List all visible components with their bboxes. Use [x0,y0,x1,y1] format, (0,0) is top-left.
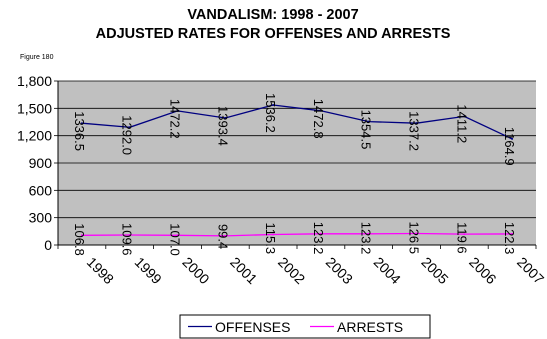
legend-label-offenses: OFFENSES [215,319,290,335]
data-labels: 1336.5 1292.0 1472.2 1393.4 1536.2 1472.8 1354… [72,93,517,256]
data-label: 106.8 [72,223,87,256]
data-point [128,126,131,129]
data-label: 1337.2 [407,111,422,151]
x-tick-label: 2001 [227,254,260,287]
legend-label-arrests: ARRESTS [337,319,403,335]
data-point [463,233,466,236]
data-point [80,122,83,125]
data-label: 115.3 [263,222,278,254]
data-point [367,120,370,123]
data-point [176,109,179,112]
data-label: 123.2 [311,222,326,255]
data-label: 107.0 [168,223,183,256]
y-tick-label: 1,500 [17,100,52,116]
x-tick-label: 2000 [179,254,212,287]
data-label: 1336.5 [72,111,87,151]
x-tick-label: 1998 [84,254,117,287]
data-point [224,117,227,120]
y-axis-ticks: 0 300 600 900 1,200 1,500 1,800 [17,73,58,253]
data-label: 1393.4 [215,106,230,146]
data-point [367,232,370,235]
data-label: 1354.5 [359,110,374,150]
data-label: 1536.2 [263,93,278,133]
data-label: 1472.8 [311,99,326,139]
data-point [224,234,227,237]
gridlines [58,80,536,219]
data-label: 126.5 [407,221,422,254]
data-label: 123.2 [359,222,374,255]
x-tick-label: 2007 [514,254,547,287]
series-line-arrests [81,232,513,237]
legend-box [179,314,431,339]
data-point [511,232,514,235]
x-tick-label: 2002 [275,254,308,287]
data-label: 1411.2 [454,104,469,143]
series-line-offenses [81,104,513,140]
y-tick-label: 900 [29,155,53,171]
y-tick-label: 1,800 [17,73,52,89]
data-label: 99.4 [215,224,230,249]
series-lines [80,104,514,237]
data-point [463,115,466,118]
chart-title: VANDALISM: 1998 - 2007 [187,7,358,23]
y-tick-label: 600 [29,182,53,198]
data-point [272,233,275,236]
data-point [511,137,514,140]
data-label: 1164.9 [502,127,517,166]
data-point [415,122,418,125]
data-point [415,232,418,235]
data-point [272,104,275,107]
x-tick-label: 2005 [418,254,451,287]
data-point [128,234,131,237]
data-label: 109.6 [120,223,135,256]
chart-subtitle: ADJUSTED RATES FOR OFFENSES AND ARRESTS [96,26,451,42]
data-label: 119.6 [454,222,469,254]
legend: OFFENSES ARRESTS [179,314,431,339]
x-tick-label: 1999 [132,254,165,287]
data-point [80,234,83,237]
data-label: 1472.2 [168,99,183,139]
y-tick-label: 300 [29,210,53,226]
data-label: 122.3 [502,222,517,255]
x-tick-label: 2003 [323,254,356,287]
x-tick-label: 2004 [371,254,404,287]
x-tick-label: 2006 [466,254,499,287]
data-point [319,232,322,235]
data-point [319,109,322,112]
y-tick-label: 1,200 [17,128,52,144]
data-point [176,234,179,237]
y-tick-label: 0 [44,237,52,253]
figure-label: Figure 180 [20,54,54,61]
data-label: 1292.0 [120,115,135,155]
